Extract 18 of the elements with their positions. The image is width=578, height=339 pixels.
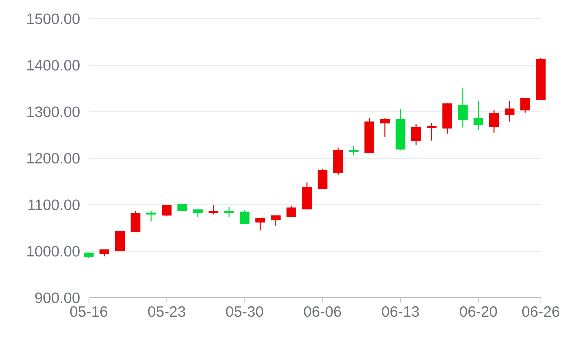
x-tick-label: 06-13: [382, 306, 420, 318]
y-tick-label: 1400.00: [28, 60, 80, 71]
y-tick-label: 1000.00: [28, 246, 80, 257]
x-tick-label: 05-16: [70, 306, 108, 318]
candlestick: [489, 110, 500, 134]
x-tick-label: 06-06: [304, 306, 342, 318]
y-tick-label: 1200.00: [28, 153, 80, 164]
y-tick-label: 1100.00: [28, 200, 80, 210]
x-tick-label: 06-26: [522, 306, 560, 318]
y-tick-label: 900.00: [35, 292, 80, 304]
candlestick: [474, 100, 484, 131]
y-tick-label: 1300.00: [28, 106, 80, 118]
candlestick: [427, 122, 437, 142]
x-tick-label: 06-20: [460, 306, 498, 318]
y-tick-label: 1500.00: [28, 14, 80, 24]
x-tick-label: 05-23: [148, 306, 186, 318]
candlestick: [458, 88, 468, 128]
x-tick-label: 05-30: [226, 306, 264, 318]
